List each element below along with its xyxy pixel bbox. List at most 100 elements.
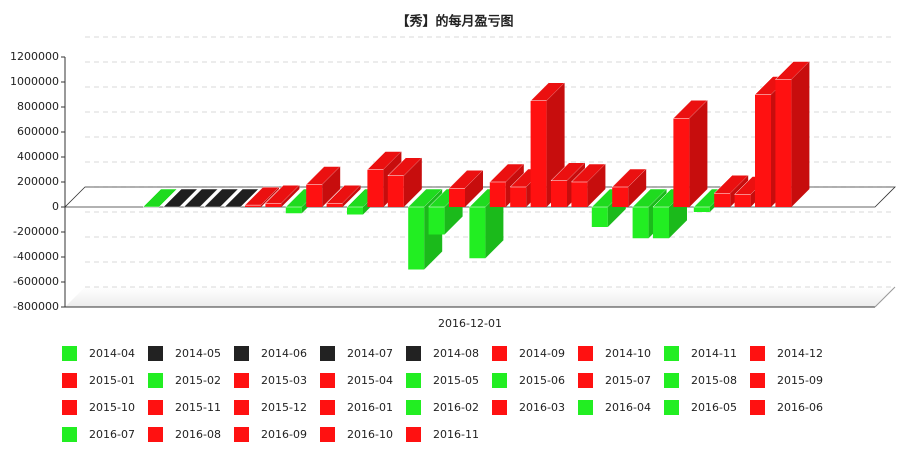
legend-swatch <box>578 373 593 388</box>
legend-swatch <box>234 427 249 442</box>
bar <box>551 180 567 207</box>
bar-3d <box>672 100 709 207</box>
bar <box>469 207 486 259</box>
bar-side <box>587 164 606 207</box>
bar-3d <box>244 186 280 207</box>
legend-label: 2014-07 <box>347 347 393 360</box>
bar <box>428 207 445 235</box>
legend-label: 2015-04 <box>347 374 393 387</box>
legend-label: 2015-09 <box>777 374 823 387</box>
y-tick-label: 800000 <box>17 100 59 113</box>
bar <box>510 187 527 207</box>
chart-title: 【秀】的每月盈亏图 <box>396 14 513 30</box>
bar-side <box>403 157 422 207</box>
bar <box>449 188 465 207</box>
legend-swatch <box>664 400 679 415</box>
legend-swatch <box>406 400 421 415</box>
bar <box>693 207 710 212</box>
bar <box>673 118 690 207</box>
legend-swatch <box>492 373 507 388</box>
legend-label: 2014-10 <box>605 347 651 360</box>
legend-label: 2014-06 <box>261 347 307 360</box>
legend-label: 2016-11 <box>433 428 479 441</box>
bar-3d <box>387 157 423 207</box>
bar-3d <box>305 166 341 207</box>
bar-side <box>465 170 483 207</box>
bar <box>571 182 588 207</box>
legend-label: 2014-08 <box>433 347 479 360</box>
legend-swatch <box>148 346 163 361</box>
bar-3d <box>183 188 219 208</box>
bar <box>653 207 669 239</box>
legend-label: 2015-12 <box>261 401 307 414</box>
bar <box>387 175 404 207</box>
legend-swatch <box>234 400 249 415</box>
legend-swatch <box>492 346 507 361</box>
bar <box>734 194 751 207</box>
legend-swatch <box>320 400 335 415</box>
bar <box>306 184 323 207</box>
legend-label: 2016-05 <box>691 401 737 414</box>
legend-swatch <box>234 373 249 388</box>
bar <box>285 207 302 214</box>
legend-label: 2015-01 <box>89 374 135 387</box>
bar <box>530 100 547 207</box>
legend-label: 2014-11 <box>691 347 737 360</box>
bar <box>265 203 282 207</box>
bar-3d <box>325 185 362 207</box>
legend-swatch <box>62 373 77 388</box>
bar-side <box>261 187 279 207</box>
bar-side <box>791 61 810 207</box>
legend-label: 2015-03 <box>261 374 307 387</box>
legend-label: 2016-07 <box>89 428 135 441</box>
bar-3d <box>611 168 647 207</box>
legend-label: 2016-03 <box>519 401 565 414</box>
bar-3d <box>142 188 178 208</box>
x-tick-label: 2016-12-01 <box>438 317 502 330</box>
legend-label: 2015-06 <box>519 374 565 387</box>
legend-swatch <box>62 427 77 442</box>
y-tick-label: -800000 <box>13 300 59 313</box>
legend-label: 2014-04 <box>89 347 135 360</box>
bar <box>591 207 608 227</box>
bar-side <box>628 169 647 207</box>
bar <box>612 187 629 207</box>
bar-side <box>689 100 708 207</box>
bar-side <box>322 166 341 207</box>
bar-3d <box>264 185 301 207</box>
legend-label: 2015-11 <box>175 401 221 414</box>
legend-swatch <box>492 400 507 415</box>
bar-side <box>281 185 300 207</box>
legend-swatch <box>320 427 335 442</box>
y-tick-label: -200000 <box>13 225 59 238</box>
bar <box>408 207 425 270</box>
legend-swatch <box>578 400 593 415</box>
bar <box>714 193 731 207</box>
legend-label: 2015-02 <box>175 374 221 387</box>
legend-label: 2016-08 <box>175 428 221 441</box>
legend-label: 2014-12 <box>777 347 823 360</box>
y-tick-label: 600000 <box>17 125 59 138</box>
y-tick-label: 0 <box>52 200 59 213</box>
legend-swatch <box>234 346 249 361</box>
legend-swatch <box>148 400 163 415</box>
bar <box>326 203 343 207</box>
legend-swatch <box>62 346 77 361</box>
legend-label: 2015-10 <box>89 401 135 414</box>
legend-label: 2015-08 <box>691 374 737 387</box>
legend-swatch <box>750 346 765 361</box>
bar-3d <box>162 188 199 208</box>
legend-label: 2016-02 <box>433 401 479 414</box>
legend-label: 2016-04 <box>605 401 651 414</box>
legend-label: 2016-01 <box>347 401 393 414</box>
y-tick-label: 200000 <box>17 175 59 188</box>
y-tick-label: 400000 <box>17 150 59 163</box>
y-tick-label: 1000000 <box>10 75 59 88</box>
legend-label: 2014-05 <box>175 347 221 360</box>
legend-label: 2016-09 <box>261 428 307 441</box>
bar <box>367 169 384 207</box>
legend-label: 2016-06 <box>777 401 823 414</box>
y-tick-label: -400000 <box>13 250 59 263</box>
legend-swatch <box>320 373 335 388</box>
